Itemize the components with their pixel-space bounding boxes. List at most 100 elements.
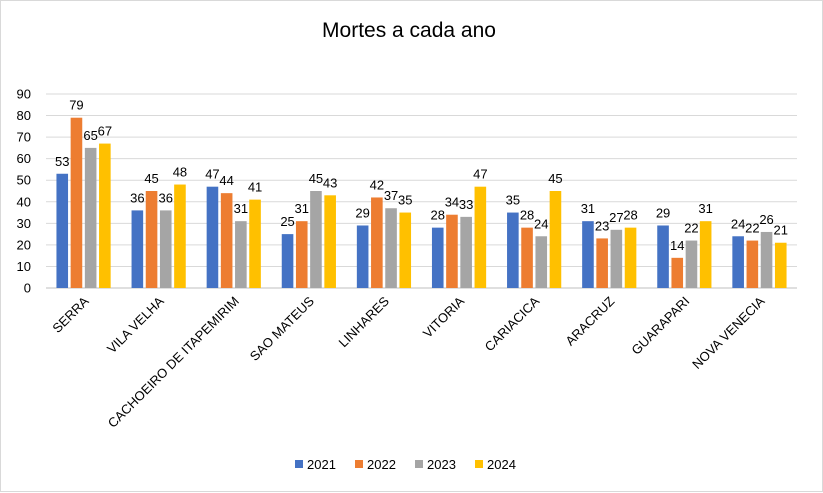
y-tick-label: 20 (17, 237, 31, 252)
legend-label-2021: 2021 (307, 457, 336, 472)
category-label: VITORIA (420, 293, 467, 340)
bar-2021-7 (582, 221, 594, 288)
category-label: CACHOEIRO DE ITAPEMIRIM (105, 294, 242, 431)
data-label-2022-9: 22 (745, 221, 759, 236)
bar-2024-5 (474, 186, 487, 288)
data-label-2024-6: 45 (548, 171, 562, 186)
data-label-2021-3: 25 (280, 214, 294, 229)
y-tick-label: 40 (17, 194, 31, 209)
data-label-2022-6: 28 (520, 208, 534, 223)
chart-title: Mortes a cada ano (322, 19, 496, 42)
data-label-2023-5: 33 (459, 197, 473, 212)
data-label-2021-2: 47 (205, 167, 219, 182)
bar-2022-2 (220, 193, 233, 288)
bar-2022-6 (521, 227, 533, 288)
bar-2024-4 (399, 212, 412, 288)
data-label-2023-6: 24 (534, 216, 548, 231)
data-label-2024-7: 28 (623, 208, 637, 223)
bar-2023-5 (460, 216, 472, 288)
bar-2023-0 (84, 147, 97, 288)
data-label-2022-5: 34 (445, 195, 459, 210)
bar-2023-3 (310, 191, 322, 288)
data-label-2024-4: 35 (398, 193, 412, 208)
bar-2023-6 (535, 236, 548, 288)
bar-2022-7 (596, 238, 608, 288)
y-tick-label: 60 (17, 151, 31, 166)
bar-2024-0 (99, 143, 111, 288)
data-label-2022-2: 44 (219, 173, 233, 188)
bar-2022-5 (446, 214, 458, 288)
data-label-2021-5: 28 (431, 208, 445, 223)
bar-2021-1 (131, 210, 144, 288)
data-label-2024-0: 67 (98, 124, 112, 139)
y-tick-label: 50 (17, 173, 31, 188)
bar-2021-4 (356, 225, 369, 288)
legend: 2021 2022 2023 2024 (295, 457, 516, 472)
bar-2021-0 (56, 173, 69, 288)
bar-2022-9 (746, 240, 759, 288)
bar-2021-6 (507, 212, 519, 288)
legend-swatch-2021 (295, 460, 303, 468)
y-tick-label: 90 (17, 87, 31, 102)
bar-2022-4 (371, 197, 383, 288)
legend-swatch-2023 (415, 460, 423, 468)
bar-2021-5 (431, 227, 444, 288)
data-label-2024-1: 48 (173, 165, 187, 180)
bar-2023-8 (685, 240, 698, 288)
data-label-2021-1: 36 (130, 190, 144, 205)
y-tick-label: 0 (24, 281, 31, 296)
data-label-2022-7: 23 (595, 218, 609, 233)
bar-2022-1 (145, 191, 158, 288)
bar-2024-1 (174, 184, 186, 288)
bar-2024-8 (699, 221, 712, 288)
y-tick-label: 30 (17, 216, 31, 231)
y-tick-label: 70 (17, 130, 31, 145)
bar-2023-9 (760, 231, 773, 288)
data-label-2024-8: 31 (698, 201, 712, 216)
category-label: LINHARES (335, 293, 392, 350)
legend-swatch-2024 (475, 460, 483, 468)
category-label: GUARAPARI (628, 294, 692, 358)
category-label: SERRA (49, 293, 92, 336)
bar-2021-8 (657, 225, 669, 288)
legend-label-2024: 2024 (487, 457, 516, 472)
data-label-2021-4: 29 (355, 205, 369, 220)
data-label-2023-9: 26 (759, 212, 773, 227)
data-label-2024-2: 41 (248, 180, 262, 195)
data-label-2024-5: 47 (473, 167, 487, 182)
legend-swatch-2022 (355, 460, 363, 468)
data-label-2023-7: 27 (609, 210, 623, 225)
bars (56, 117, 787, 288)
category-label: NOVA VENECIA (689, 293, 768, 372)
bar-2022-3 (295, 221, 308, 288)
data-label-2023-2: 31 (234, 201, 248, 216)
data-label-2024-3: 43 (323, 175, 337, 190)
bar-2024-3 (324, 195, 336, 288)
data-label-2022-1: 45 (144, 171, 158, 186)
data-label-2022-8: 14 (670, 238, 684, 253)
data-label-2021-8: 29 (656, 205, 670, 220)
data-label-2022-0: 79 (69, 98, 83, 113)
data-label-2021-6: 35 (506, 193, 520, 208)
data-label-2022-3: 31 (295, 201, 309, 216)
legend-label-2022: 2022 (367, 457, 396, 472)
category-label: SAO MATEUS (247, 293, 317, 363)
data-label-2023-1: 36 (159, 190, 173, 205)
y-axis: 0 10 20 30 40 50 60 70 80 90 (17, 87, 31, 296)
bar-2021-3 (281, 234, 294, 288)
y-tick-label: 10 (17, 259, 31, 274)
data-label-2023-4: 37 (384, 188, 398, 203)
bar-2024-9 (774, 242, 787, 288)
bar-2024-2 (249, 199, 261, 288)
category-label: CARIACICA (482, 293, 543, 354)
bar-2023-2 (235, 221, 247, 288)
bar-2024-6 (549, 191, 562, 288)
category-label: VILA VELHA (104, 293, 167, 356)
category-label: ARACRUZ (562, 293, 617, 348)
bar-2021-9 (732, 236, 744, 288)
legend-label-2023: 2023 (427, 457, 456, 472)
